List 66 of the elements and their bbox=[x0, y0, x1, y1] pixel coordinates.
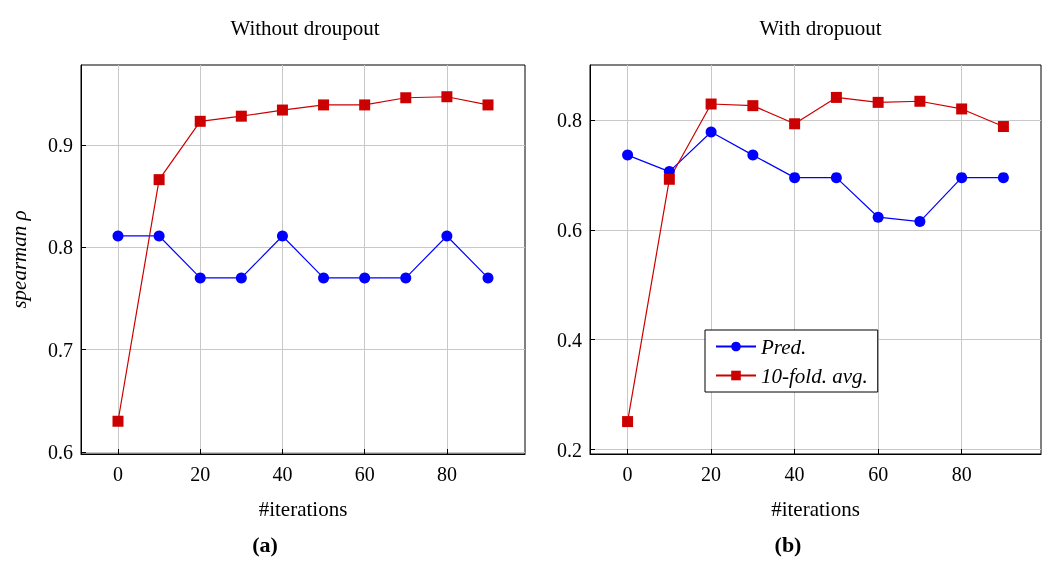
y-tick-label: 0.6 bbox=[48, 440, 73, 463]
point bbox=[235, 110, 247, 122]
point bbox=[400, 272, 412, 284]
point bbox=[830, 91, 842, 103]
x-tick-label: 0 bbox=[622, 463, 633, 485]
point bbox=[318, 272, 330, 284]
point bbox=[956, 172, 968, 184]
point bbox=[359, 272, 371, 284]
x-axis-title: #iterations bbox=[258, 496, 348, 521]
chart-title: With dropuout bbox=[759, 15, 882, 40]
y-tick-label: 0.4 bbox=[557, 328, 582, 351]
y-tick-label: 0.9 bbox=[48, 133, 73, 156]
point bbox=[276, 230, 288, 242]
x-tick-label: 40 bbox=[784, 463, 805, 485]
point bbox=[747, 149, 759, 161]
point bbox=[872, 96, 884, 108]
point bbox=[400, 92, 412, 104]
x-tick-label: 80 bbox=[436, 463, 457, 485]
text: (a) bbox=[252, 531, 278, 557]
point bbox=[789, 172, 801, 184]
point bbox=[153, 174, 165, 186]
x-tick-label: 20 bbox=[190, 463, 211, 485]
point bbox=[872, 211, 884, 223]
point bbox=[318, 99, 330, 111]
y-tick-label: 0.7 bbox=[48, 338, 73, 361]
y-axis-title: spearman ρ bbox=[6, 210, 31, 309]
y-tick-label: 0.2 bbox=[557, 438, 582, 461]
point bbox=[194, 272, 206, 284]
point bbox=[705, 98, 717, 110]
point bbox=[914, 216, 926, 228]
legend-label: Pred. bbox=[760, 334, 807, 359]
x-tick-label: 40 bbox=[272, 463, 293, 485]
x-tick-label: 60 bbox=[354, 463, 375, 485]
x-tick-label: 60 bbox=[868, 463, 889, 485]
point bbox=[441, 91, 453, 103]
chart-title: Without droupout bbox=[230, 15, 380, 40]
y-tick-label: 0.8 bbox=[48, 236, 73, 259]
y-tick-label: 0.8 bbox=[557, 108, 582, 131]
point bbox=[359, 99, 371, 111]
y-tick-label: 0.6 bbox=[557, 218, 582, 241]
point bbox=[482, 99, 494, 111]
point bbox=[441, 230, 453, 242]
point bbox=[482, 272, 494, 284]
x-axis-title: #iterations bbox=[771, 496, 860, 521]
point bbox=[276, 104, 288, 116]
point bbox=[622, 416, 634, 428]
x-tick-label: 0 bbox=[113, 463, 123, 485]
point bbox=[112, 230, 124, 242]
point bbox=[956, 103, 968, 115]
point bbox=[112, 415, 124, 427]
point bbox=[705, 126, 717, 138]
x-tick-label: 20 bbox=[701, 463, 722, 485]
point bbox=[194, 115, 206, 127]
point bbox=[747, 100, 759, 112]
x-tick-label: 80 bbox=[951, 463, 972, 485]
point bbox=[663, 173, 675, 185]
text: (b) bbox=[774, 531, 802, 557]
point bbox=[235, 272, 247, 284]
point bbox=[789, 118, 801, 130]
legend-label: 10-fold. avg. bbox=[761, 363, 868, 388]
point bbox=[997, 172, 1009, 184]
point bbox=[153, 230, 165, 242]
point bbox=[997, 121, 1009, 133]
point bbox=[914, 95, 926, 107]
point bbox=[830, 172, 842, 184]
point bbox=[622, 149, 634, 161]
